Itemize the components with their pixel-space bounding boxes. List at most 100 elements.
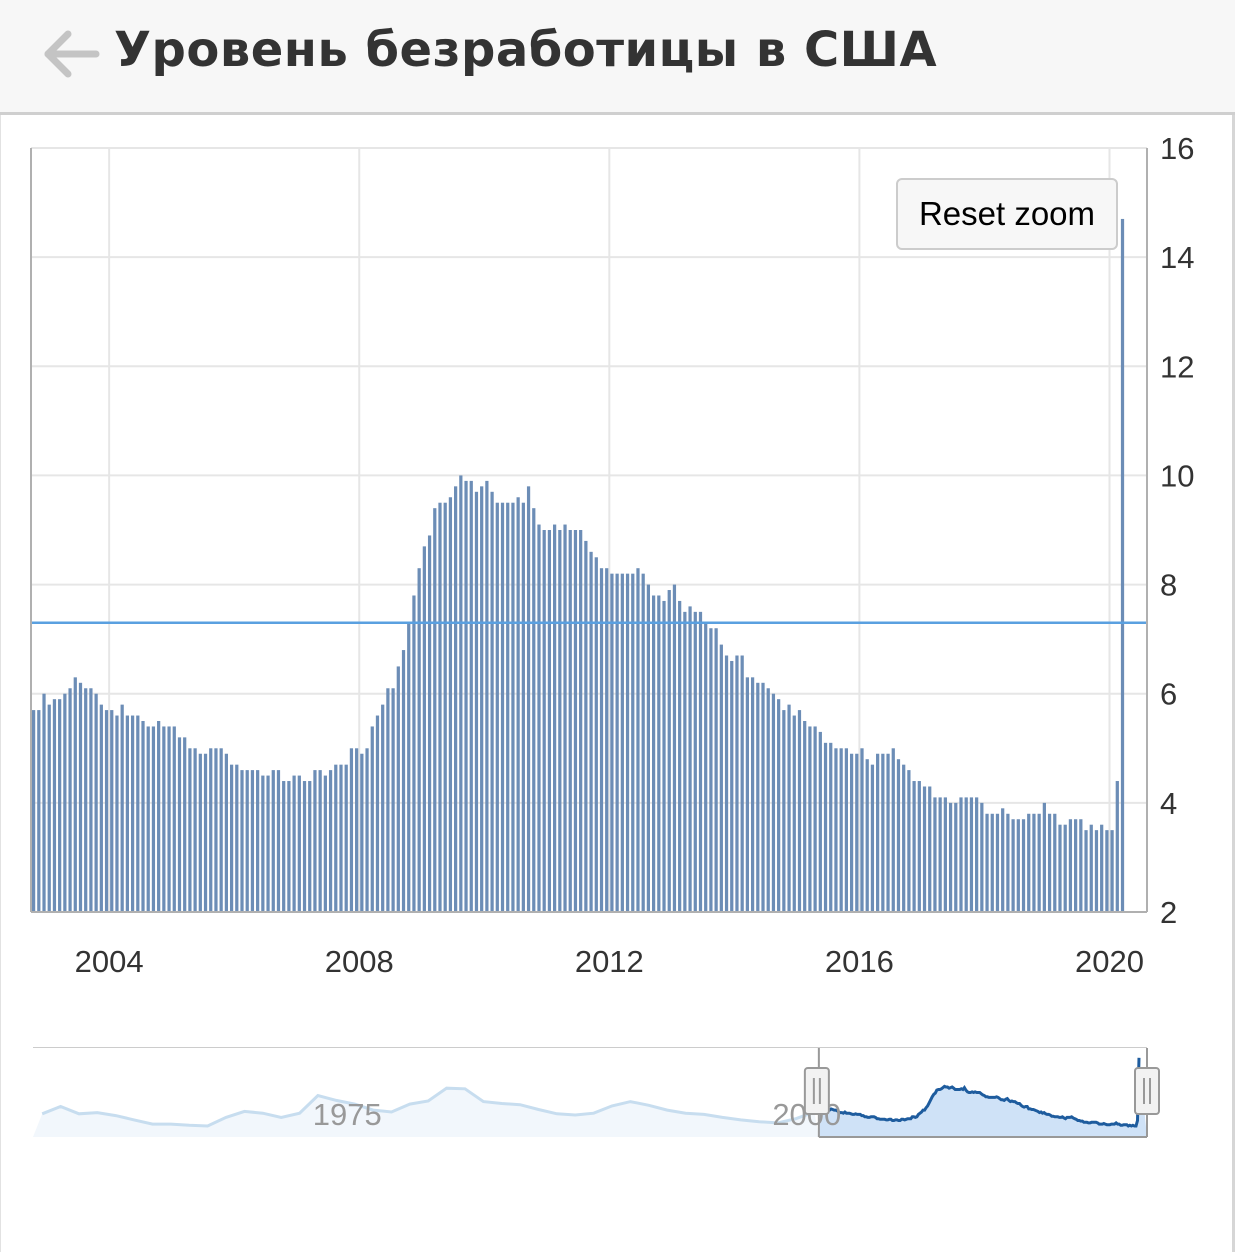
bar (990, 813, 994, 912)
bar (151, 726, 156, 912)
bar (745, 677, 749, 912)
bar (922, 786, 927, 912)
axes (30, 148, 1148, 913)
bar (240, 770, 244, 912)
bar (886, 753, 890, 912)
x-axis-labels: 2004 2008 2012 2016 2020 (75, 944, 1144, 979)
bar (469, 480, 473, 912)
bar (120, 704, 124, 912)
grid-lines (31, 147, 1147, 913)
bar (42, 693, 46, 912)
bar (104, 710, 109, 912)
bar (521, 502, 525, 912)
back-button[interactable] (40, 26, 102, 82)
navigator[interactable]: 19752000 (33, 1047, 1160, 1138)
y-tick-label: 4 (1160, 786, 1177, 821)
bar (224, 753, 228, 912)
bar (667, 590, 671, 912)
bar (1079, 819, 1083, 912)
bar (266, 775, 270, 912)
bar (386, 688, 390, 912)
bar (203, 753, 208, 912)
bar (803, 721, 807, 912)
navigator-left-handle-body (803, 1067, 830, 1115)
bar (964, 797, 968, 912)
bar (928, 786, 932, 912)
navigator-selected-line (818, 1057, 1141, 1128)
bar (599, 568, 604, 912)
bar (1094, 830, 1099, 912)
bar (485, 480, 489, 912)
bar (58, 699, 62, 912)
bar (625, 573, 630, 912)
x-tick-label: 2016 (825, 944, 894, 979)
bar (1058, 824, 1062, 912)
bar (839, 748, 843, 912)
bar (771, 693, 776, 912)
bar (1032, 813, 1036, 912)
bar (558, 530, 562, 912)
bar (698, 611, 703, 912)
bar (1120, 218, 1125, 912)
bar (183, 737, 187, 912)
bar (130, 715, 135, 912)
bar (1100, 824, 1104, 912)
bar (68, 688, 72, 912)
bar (620, 573, 624, 912)
bar (1006, 813, 1010, 912)
bar (323, 775, 327, 912)
y-tick-label: 16 (1160, 131, 1194, 166)
bar (438, 502, 442, 912)
y-tick-label: 8 (1160, 568, 1177, 603)
bar (52, 699, 57, 912)
bar (99, 704, 103, 912)
bar (73, 677, 77, 912)
bar (651, 595, 656, 912)
bar (537, 524, 541, 912)
bar (1001, 808, 1005, 912)
bar (969, 797, 974, 912)
x-tick-label: 2020 (1075, 944, 1144, 979)
bar (292, 775, 296, 912)
bar (448, 497, 453, 912)
bar (735, 655, 739, 912)
bar (78, 682, 83, 912)
bar (110, 710, 114, 912)
y-tick-label: 14 (1160, 240, 1194, 275)
bar (177, 737, 182, 912)
bar (693, 611, 697, 912)
bar (339, 764, 343, 912)
bar (391, 688, 395, 912)
bar (516, 497, 520, 912)
bar (547, 530, 552, 912)
bar (188, 748, 192, 912)
bar (443, 502, 447, 912)
page-title: Уровень безработицы в США (114, 22, 938, 78)
bar (172, 726, 176, 912)
bar (912, 781, 916, 912)
bar (94, 693, 98, 912)
bar (678, 600, 682, 912)
bar (870, 764, 875, 912)
bar (615, 573, 619, 912)
bar (777, 699, 781, 912)
navigator-right-handle[interactable] (1134, 1067, 1160, 1115)
bar (849, 753, 854, 912)
bar (1037, 813, 1041, 912)
bar (1047, 813, 1052, 912)
reset-zoom-button[interactable]: Reset zoom (896, 178, 1118, 250)
bar (360, 753, 364, 912)
bar (563, 524, 567, 912)
bar (157, 721, 161, 912)
bar (610, 573, 614, 912)
bar (490, 491, 494, 912)
bar (553, 524, 557, 912)
bar (631, 573, 635, 912)
bar (474, 491, 479, 912)
bar (1089, 824, 1093, 912)
bar (250, 770, 255, 912)
bar (719, 644, 723, 912)
navigator-left-handle[interactable] (803, 1067, 830, 1115)
bar (829, 742, 833, 912)
